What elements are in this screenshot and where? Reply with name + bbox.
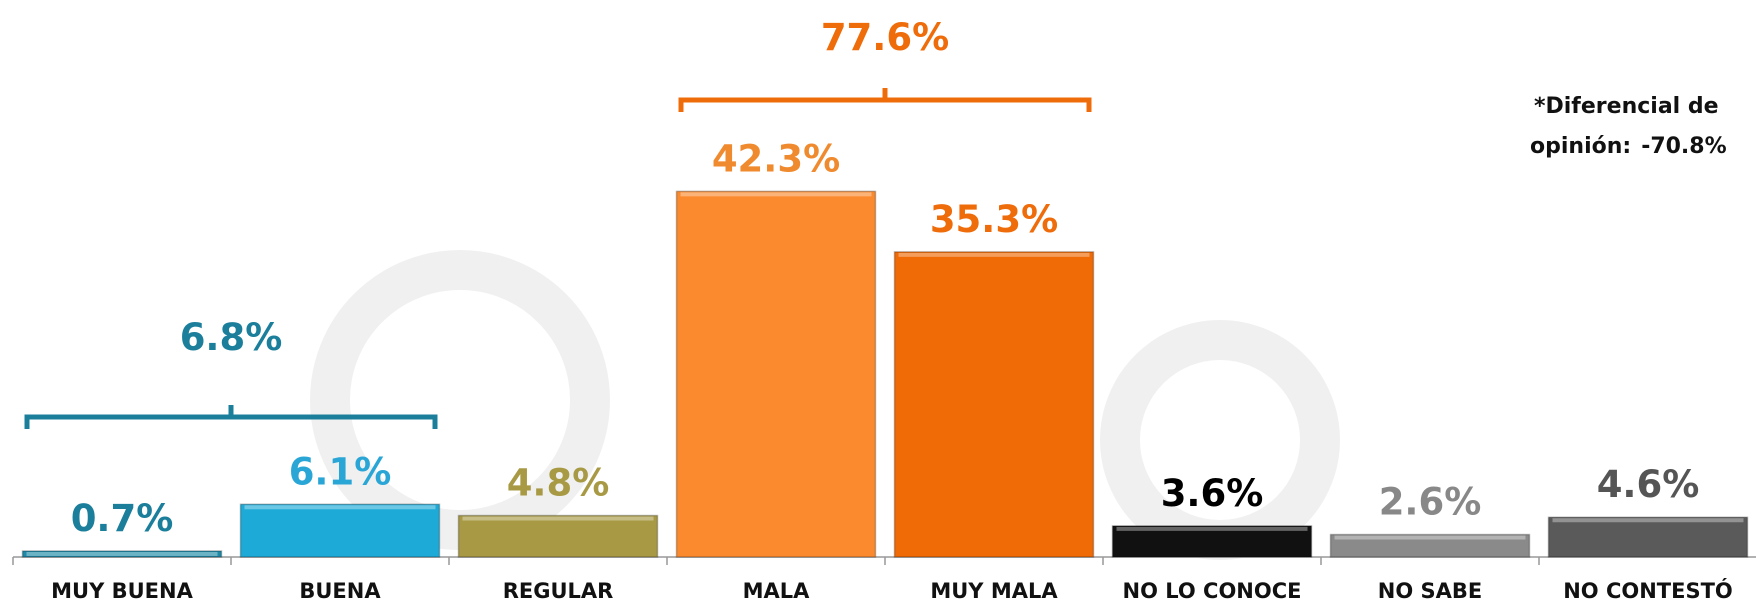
- group-bracket: [24, 405, 438, 429]
- x-tick-label: MUY BUENA: [51, 579, 193, 601]
- bar: [1329, 533, 1531, 558]
- value-label: 0.7%: [71, 497, 174, 540]
- value-label: 4.8%: [507, 462, 610, 505]
- bar-highlight: [680, 192, 872, 197]
- bar: [239, 503, 441, 558]
- value-label: 4.6%: [1597, 463, 1700, 506]
- value-label: 6.1%: [289, 450, 392, 493]
- bar: [1111, 525, 1313, 558]
- bar-highlight: [1552, 518, 1744, 523]
- bar-highlight: [1116, 526, 1308, 531]
- x-tick-label: BUENA: [299, 579, 381, 601]
- x-tick-label: NO SABE: [1378, 579, 1482, 601]
- x-tick-label: NO LO CONOCE: [1123, 579, 1302, 601]
- value-label: 2.6%: [1379, 481, 1482, 524]
- value-label: 35.3%: [930, 198, 1058, 241]
- group-label: 6.8%: [180, 316, 283, 359]
- bar-highlight: [462, 516, 654, 521]
- bar: [1547, 516, 1749, 558]
- annotation-line: opinión:: [1530, 134, 1631, 159]
- bar: [893, 251, 1095, 558]
- group-label: 77.6%: [821, 16, 949, 59]
- bar-highlight: [1334, 535, 1526, 540]
- annotation-line: *Diferencial de: [1534, 94, 1719, 119]
- x-tick-label: NO CONTESTÓ: [1563, 578, 1733, 601]
- bar: [21, 550, 223, 558]
- bar: [457, 514, 659, 558]
- bar-highlight: [26, 551, 218, 556]
- bar-highlight: [244, 505, 436, 510]
- bar-highlight: [898, 252, 1090, 257]
- x-tick-label: MALA: [743, 579, 811, 601]
- x-tick-label: MUY MALA: [930, 579, 1058, 601]
- group-bracket: [678, 88, 1092, 112]
- annotation-value: -70.8%: [1641, 134, 1726, 159]
- bar: [675, 190, 877, 558]
- x-tick-label: REGULAR: [503, 579, 614, 601]
- value-label: 42.3%: [712, 137, 840, 180]
- value-label: 3.6%: [1161, 472, 1264, 515]
